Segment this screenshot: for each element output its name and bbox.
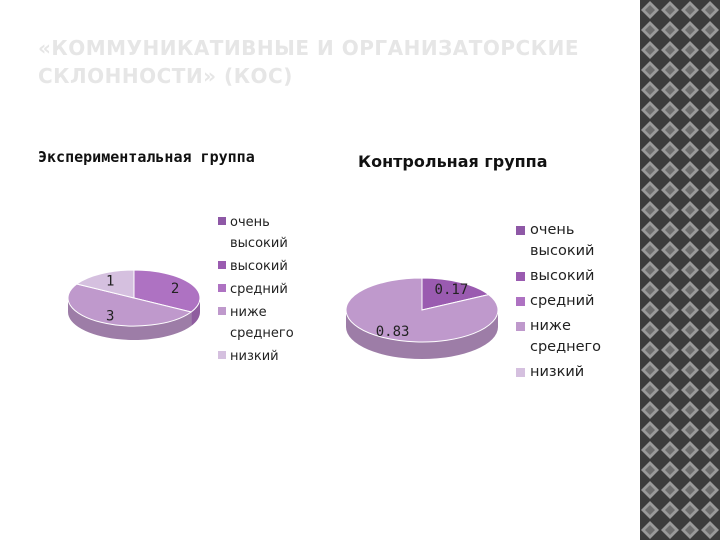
- legend-swatch: [516, 272, 525, 281]
- diamond-pattern: [640, 0, 720, 540]
- legend-label: очень высокий: [530, 222, 595, 259]
- legend-swatch: [218, 217, 226, 225]
- pie-data-label: 2: [171, 281, 179, 297]
- legend-swatch: [516, 368, 525, 377]
- legend-item-low: низкий: [516, 362, 636, 383]
- legend-swatch: [516, 297, 525, 306]
- legend-label: высокий: [530, 268, 595, 284]
- legend-item-very-high: очень высокий: [218, 212, 328, 254]
- legend-swatch: [516, 322, 525, 331]
- pie-side-walls: [346, 310, 498, 359]
- legend-item-high: высокий: [218, 256, 328, 277]
- slide-title: «КОММУНИКАТИВНЫЕ И ОРГАНИЗАТОРСКИЕ СКЛОН…: [38, 36, 579, 88]
- pie-data-label: 1: [106, 273, 114, 289]
- legend-swatch: [218, 307, 226, 315]
- legend-label: высокий: [230, 259, 288, 274]
- legend-item-low: низкий: [218, 346, 328, 367]
- legend-label: низкий: [530, 364, 585, 380]
- legend-item-medium: средний: [218, 279, 328, 300]
- legend-item-high: высокий: [516, 266, 636, 287]
- legend-swatch: [218, 261, 226, 269]
- pie-side-walls: [68, 298, 200, 340]
- pie-slices: [345, 277, 499, 343]
- legend-label: ниже среднего: [530, 318, 602, 355]
- legend-label: очень высокий: [230, 215, 288, 251]
- pie-data-label: 0.83: [376, 324, 410, 340]
- legend-item-medium: средний: [516, 291, 636, 312]
- pie-slice-3: [67, 283, 193, 327]
- pie-data-label: 3: [106, 308, 114, 324]
- decorative-pattern-bar: [640, 0, 720, 540]
- chart-title-experimental: Экспериментальная группа: [38, 148, 255, 166]
- legend-experimental: очень высокий высокий средний ниже средн…: [218, 212, 328, 369]
- legend-label: средний: [530, 293, 595, 309]
- pie-slices: [67, 269, 201, 327]
- pie-slice-1: [421, 277, 490, 311]
- legend-control: очень высокий высокий средний ниже средн…: [516, 220, 636, 387]
- legend-swatch: [218, 351, 226, 359]
- pie-slice-4: [75, 269, 135, 299]
- legend-swatch: [516, 226, 525, 235]
- pie-slice-3: [345, 277, 499, 343]
- pie-slice-2: [133, 269, 201, 313]
- legend-label: ниже среднего: [230, 305, 294, 341]
- legend-swatch: [218, 284, 226, 292]
- pie-slice-side: [346, 310, 498, 359]
- pie-chart-control: 0.17 0.83: [345, 277, 499, 359]
- pie-chart-experimental: 2 3 1: [67, 269, 201, 340]
- pie-slice-side: [191, 298, 200, 326]
- chart-title-control: Контрольная группа: [358, 152, 548, 171]
- legend-label: средний: [230, 282, 288, 297]
- pie-slice-side: [68, 298, 192, 340]
- pie-data-label: 0.17: [435, 282, 469, 298]
- legend-item-below-average: ниже среднего: [516, 316, 636, 358]
- legend-item-below-average: ниже среднего: [218, 302, 328, 344]
- legend-item-very-high: очень высокий: [516, 220, 636, 262]
- legend-label: низкий: [230, 349, 279, 364]
